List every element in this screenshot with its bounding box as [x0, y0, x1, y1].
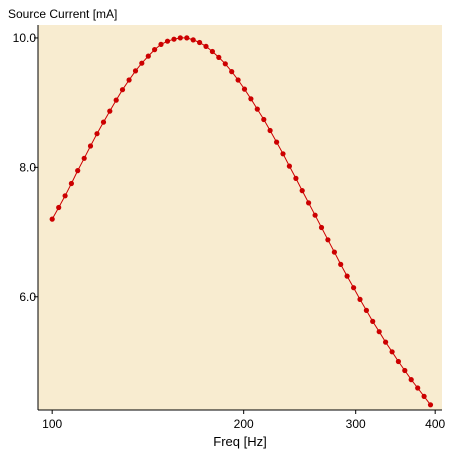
- data-point: [357, 296, 363, 302]
- data-point: [261, 116, 267, 123]
- data-point: [299, 188, 305, 194]
- x-tick-label: 300: [346, 417, 366, 431]
- data-point: [331, 249, 337, 255]
- data-point: [100, 119, 107, 125]
- series-layer: [49, 35, 434, 408]
- data-point: [56, 204, 62, 211]
- data-point: [306, 200, 312, 206]
- data-point: [119, 87, 126, 93]
- plot-area: [38, 25, 442, 410]
- chart-title: Source Current [mA]: [8, 7, 117, 21]
- data-point: [164, 38, 171, 44]
- x-tick-label: 100: [42, 417, 62, 431]
- data-point: [344, 273, 350, 279]
- data-point: [203, 43, 209, 50]
- axes-layer: 6.0 8.0 10.0 100 200 300 400: [13, 25, 446, 431]
- data-point: [209, 48, 215, 55]
- data-point: [363, 307, 369, 313]
- data-point: [383, 339, 389, 345]
- data-point: [190, 37, 196, 43]
- data-point: [421, 393, 427, 399]
- data-point: [235, 77, 241, 83]
- data-point: [325, 237, 331, 243]
- data-point: [126, 77, 132, 83]
- data-point: [49, 216, 55, 222]
- data-point: [267, 127, 273, 134]
- data-point: [241, 86, 248, 92]
- data-point: [113, 97, 119, 103]
- data-point: [216, 54, 222, 61]
- data-point: [248, 96, 254, 102]
- data-point: [145, 53, 151, 59]
- x-tick-label: 400: [425, 417, 445, 431]
- data-point: [427, 402, 434, 408]
- data-point: [389, 349, 395, 355]
- data-point: [81, 155, 87, 161]
- x-axis-title: Freq [Hz]: [213, 434, 266, 449]
- data-point: [370, 318, 376, 324]
- data-point: [351, 285, 357, 291]
- data-point: [312, 212, 318, 218]
- data-point: [68, 180, 74, 187]
- data-point: [132, 68, 139, 74]
- data-point: [107, 108, 113, 114]
- data-point: [338, 261, 344, 267]
- data-point: [293, 175, 299, 181]
- x-tick-label: 200: [234, 417, 254, 431]
- data-point: [158, 41, 164, 48]
- data-point: [408, 377, 414, 383]
- data-point: [152, 47, 158, 53]
- data-point: [376, 329, 382, 335]
- data-point: [415, 385, 421, 391]
- data-point: [402, 367, 408, 374]
- data-point: [177, 35, 183, 41]
- data-point: [197, 39, 203, 46]
- data-point: [87, 143, 94, 149]
- data-point: [286, 163, 292, 169]
- data-point: [254, 106, 260, 112]
- data-point: [62, 193, 68, 199]
- data-point: [395, 358, 401, 365]
- data-point: [222, 61, 228, 67]
- data-point: [184, 35, 190, 41]
- data-point: [139, 60, 145, 66]
- data-point: [274, 139, 280, 145]
- y-tick-label: 8.0: [19, 160, 36, 174]
- data-point: [75, 168, 81, 174]
- data-point: [280, 151, 286, 157]
- data-point: [318, 224, 325, 231]
- data-point: [229, 69, 235, 75]
- y-tick-label: 6.0: [19, 290, 36, 304]
- y-tick-label: 10.0: [13, 31, 37, 45]
- data-point: [94, 131, 100, 137]
- data-point: [171, 36, 177, 42]
